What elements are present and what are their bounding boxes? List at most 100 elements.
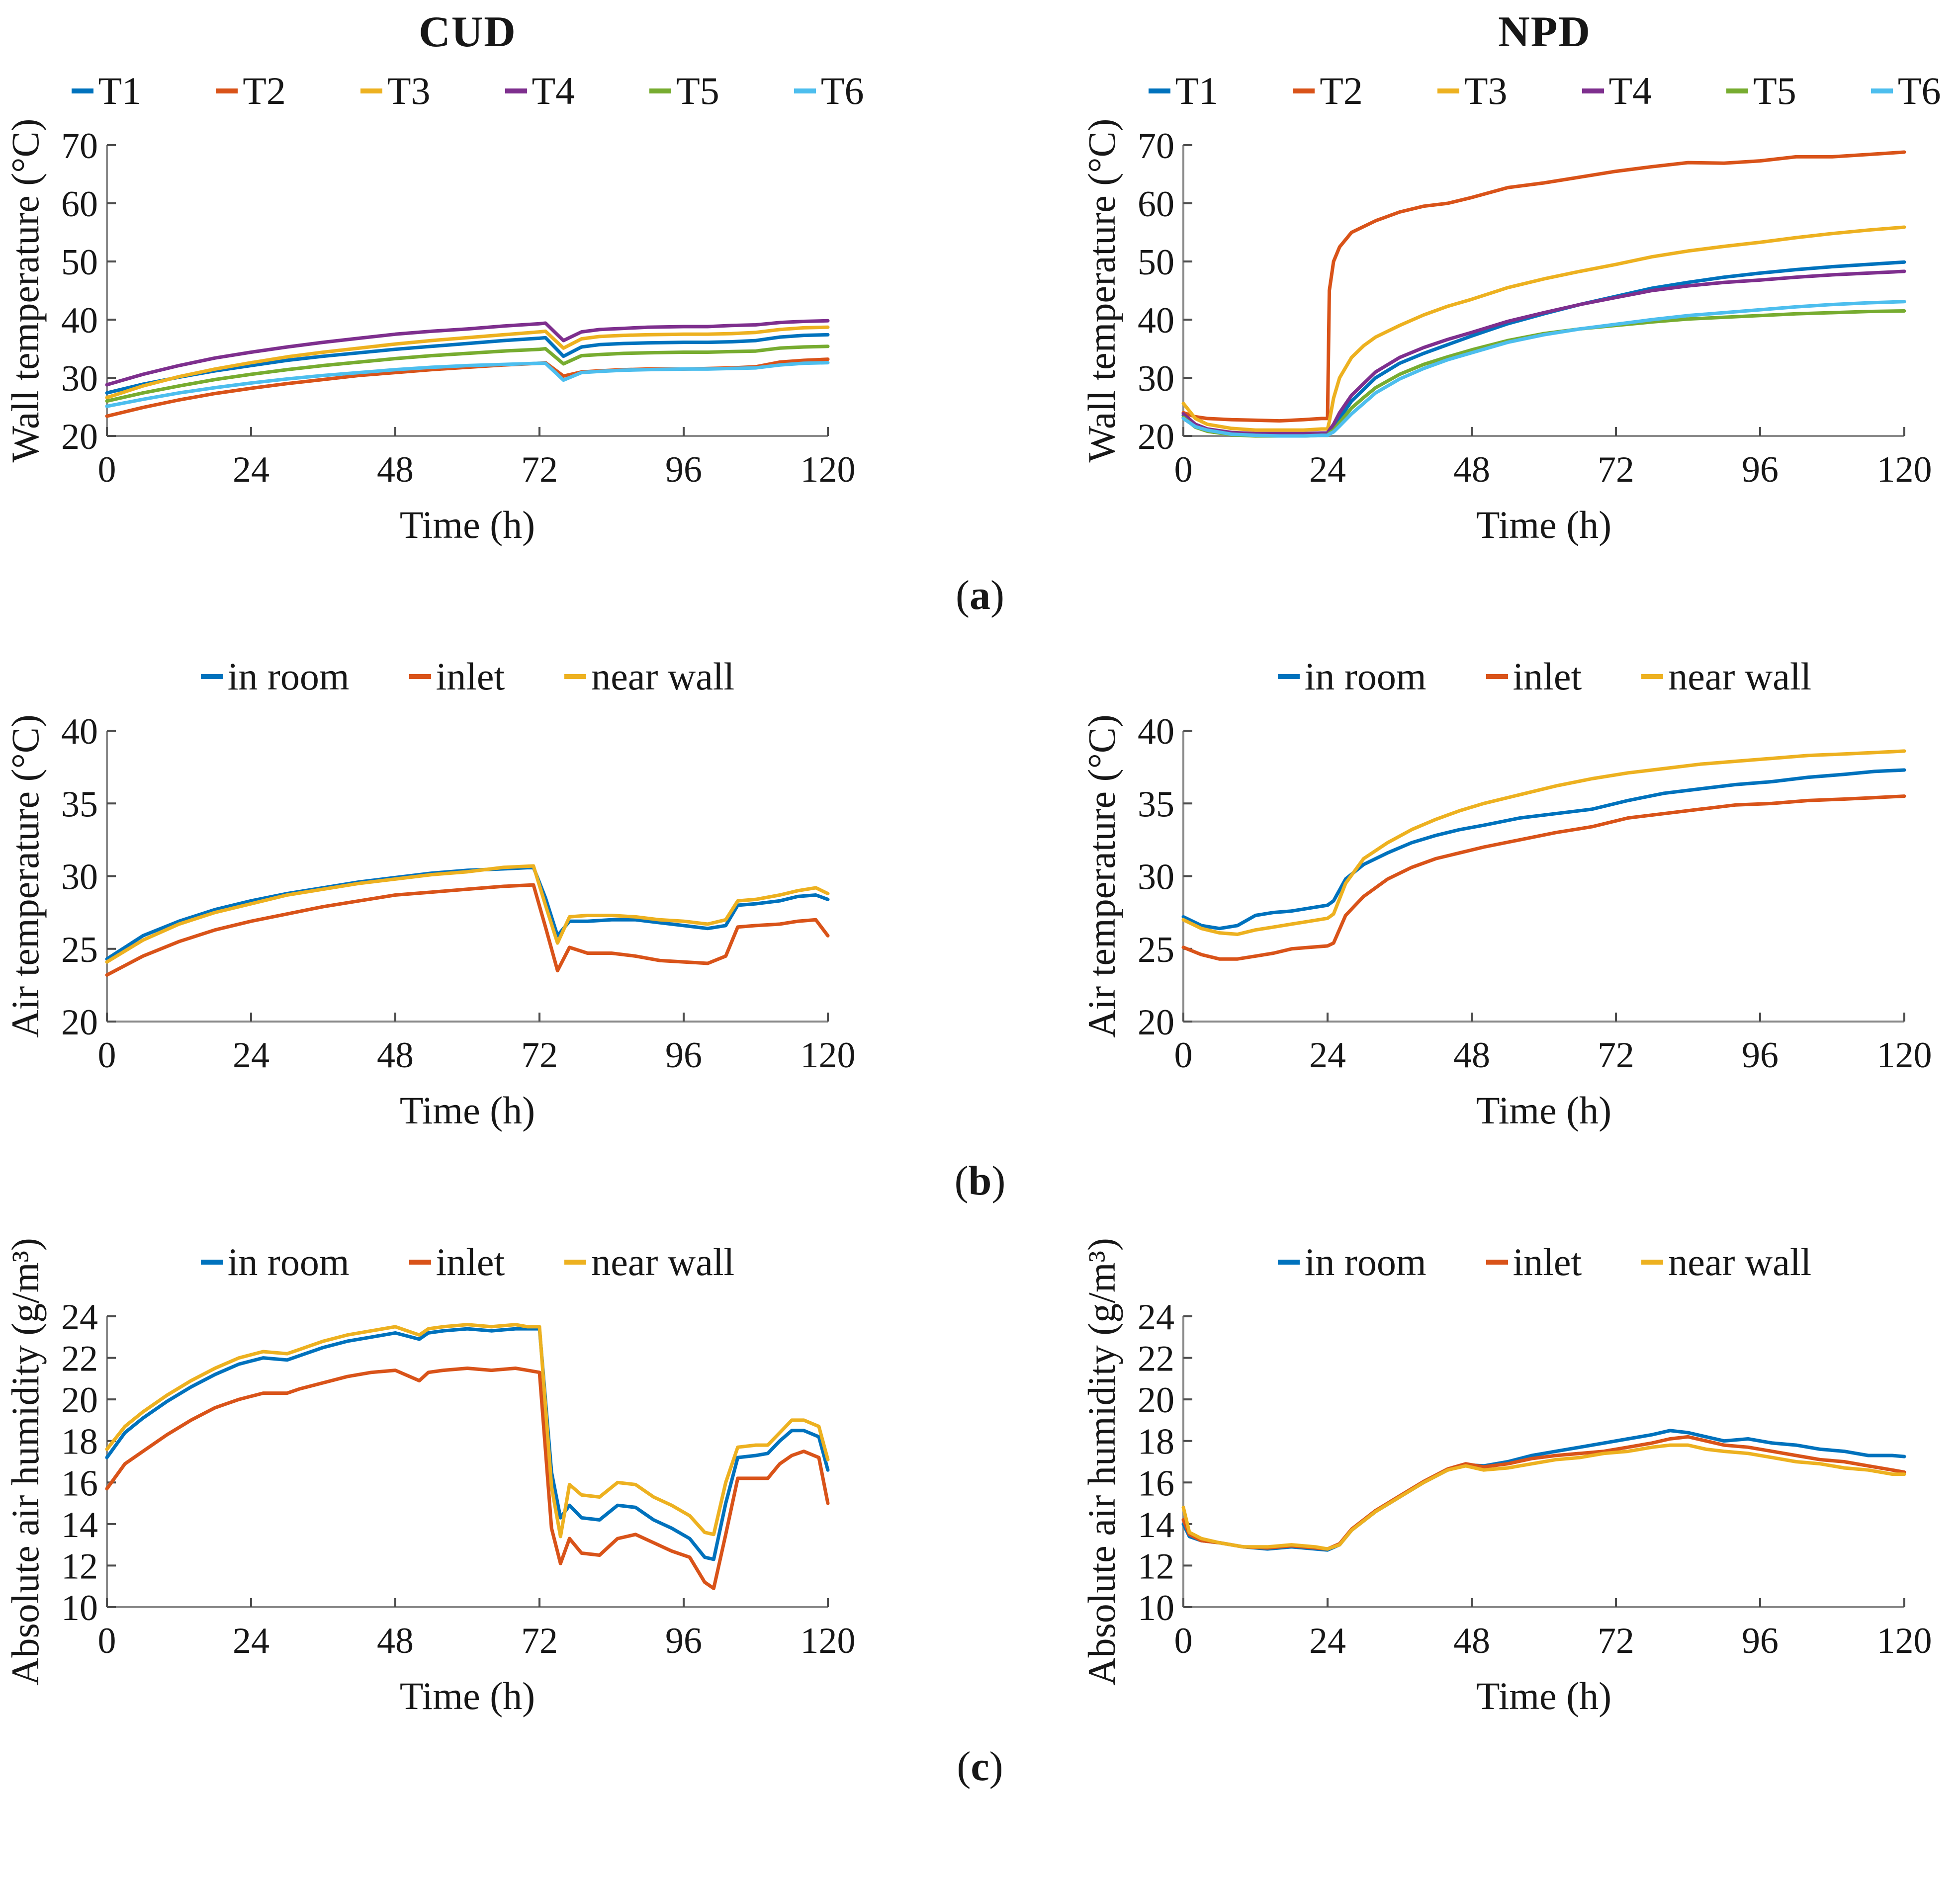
y-tick-label: 20 [1138, 417, 1174, 457]
panel-paren-open: ( [954, 1157, 969, 1204]
panel-paren-close: ) [990, 572, 1004, 618]
x-tick-label: 0 [98, 449, 116, 490]
legend-item-T1: T1 [1148, 69, 1218, 113]
panel-label-c: (c) [0, 1729, 1960, 1803]
legend-item-in-room: in room [1277, 654, 1426, 699]
panel-paren-close: ) [989, 1743, 1003, 1790]
legend-item-in-room: in room [200, 654, 350, 699]
legend-item-T5: T5 [649, 69, 719, 113]
row-absolute-air-humidity: in room inlet near wall 0 24 48 72 96 120 10 12 14… [0, 1218, 1960, 1729]
legend-label: in room [227, 655, 350, 698]
legend-label: inlet [436, 1240, 505, 1284]
x-tick-label: 72 [1598, 1621, 1634, 1661]
series-line-in-room [1181, 1429, 1906, 1552]
legend-label: T2 [243, 69, 286, 112]
y-tick-label: 10 [1138, 1588, 1174, 1628]
y-tick-label: 20 [61, 1380, 98, 1421]
legend-label: inlet [1513, 1240, 1582, 1284]
legend-swatch [1437, 88, 1459, 93]
legend-item-near-wall: near wall [1641, 1240, 1811, 1285]
legend-label: near wall [591, 1240, 735, 1284]
y-tick-label: 40 [61, 300, 98, 341]
legend-swatch [1871, 88, 1893, 93]
panel-paren-open: ( [957, 1743, 971, 1790]
y-tick-label: 35 [1138, 784, 1174, 825]
y-tick-label: 30 [1138, 358, 1174, 399]
series-line-T2 [1181, 150, 1906, 423]
legend-label: T6 [820, 69, 864, 112]
legend-npd-wall-temperature: T1 T2 T3 T4 T5 T6 [980, 62, 1960, 120]
legend-swatch [71, 88, 93, 93]
legend-swatch [1148, 88, 1170, 93]
y-tick-label: 16 [61, 1463, 98, 1504]
legend-item-T6: T6 [794, 69, 864, 113]
legend-item-T3: T3 [360, 69, 431, 113]
chart-cell-npd-wall-temperature: NPD T1 T2 T3 T4 T5 T6 0 24 48 72 96 120 20 30 40 50 60 7… [980, 3, 1960, 558]
series-line-inlet [1181, 794, 1906, 961]
series-line-T6 [1181, 300, 1906, 438]
legend-label: near wall [591, 655, 735, 698]
x-tick-label: 48 [1453, 449, 1490, 490]
x-tick-label: 120 [1877, 1621, 1932, 1661]
x-axis-title: Time (h) [400, 1674, 535, 1717]
panel-paren-open: ( [956, 572, 970, 618]
series-line-T6 [105, 361, 830, 408]
x-tick-label: 24 [1309, 1621, 1346, 1661]
series-line-inlet [105, 883, 830, 977]
y-tick-label: 16 [1138, 1463, 1174, 1504]
y-tick-label: 22 [61, 1339, 98, 1379]
x-tick-label: 24 [1309, 449, 1346, 490]
series-line-T5 [1181, 309, 1906, 438]
series-line-T4 [1181, 269, 1906, 435]
series-line-T1 [105, 333, 830, 395]
legend-item-near-wall: near wall [564, 654, 734, 699]
x-tick-label: 24 [233, 449, 269, 490]
legend-item-inlet: inlet [409, 1240, 505, 1285]
legend-item-inlet: inlet [1486, 654, 1582, 699]
x-tick-label: 0 [1174, 1621, 1193, 1661]
x-tick-label: 72 [1598, 449, 1634, 490]
legend-cud-absolute-air-humidity: in room inlet near wall [0, 1233, 980, 1291]
series-line-in-room [1181, 768, 1906, 931]
legend-item-inlet: inlet [409, 654, 505, 699]
x-tick-label: 48 [377, 1035, 414, 1076]
y-tick-label: 70 [1138, 126, 1174, 167]
series-line-T3 [105, 325, 830, 400]
series-line-T1 [1181, 260, 1906, 437]
legend-item-T4: T4 [1582, 69, 1652, 113]
x-tick-label: 0 [98, 1035, 116, 1076]
legend-swatch [409, 674, 431, 679]
panel-label-a: (a) [0, 558, 1960, 632]
legend-label: T3 [1464, 69, 1508, 112]
legend-item-T3: T3 [1437, 69, 1508, 113]
legend-item-T6: T6 [1871, 69, 1941, 113]
y-tick-label: 70 [61, 126, 98, 167]
legend-label: T3 [387, 69, 431, 112]
chart-cell-cud-air-temperature: in room inlet near wall 0 24 48 72 96 120 20 25 30… [0, 632, 980, 1143]
legend-label: in room [1304, 655, 1426, 698]
x-tick-label: 72 [521, 1621, 558, 1661]
legend-item-inlet: inlet [1486, 1240, 1582, 1285]
legend-npd-air-temperature: in room inlet near wall [980, 647, 1960, 706]
y-tick-label: 24 [1138, 1297, 1174, 1338]
legend-item-T1: T1 [71, 69, 142, 113]
legend-item-near-wall: near wall [1641, 654, 1811, 699]
y-axis-title: Wall temperature (°C) [3, 119, 47, 463]
panel-label-b: (b) [0, 1143, 1960, 1218]
legend-label: T1 [98, 69, 142, 112]
legend-label: T5 [676, 69, 719, 112]
x-tick-label: 48 [377, 1621, 414, 1661]
legend-swatch [1641, 1260, 1664, 1265]
legend-swatch [1293, 88, 1315, 93]
legend-swatch [200, 674, 223, 679]
x-tick-label: 120 [1877, 1035, 1932, 1076]
y-tick-label: 25 [1138, 930, 1174, 970]
legend-swatch [409, 1260, 431, 1265]
series-line-T4 [105, 319, 830, 387]
legend-swatch [564, 1260, 587, 1265]
legend-swatch [1277, 1260, 1300, 1265]
y-tick-label: 14 [1138, 1505, 1174, 1545]
legend-swatch [1486, 674, 1508, 679]
